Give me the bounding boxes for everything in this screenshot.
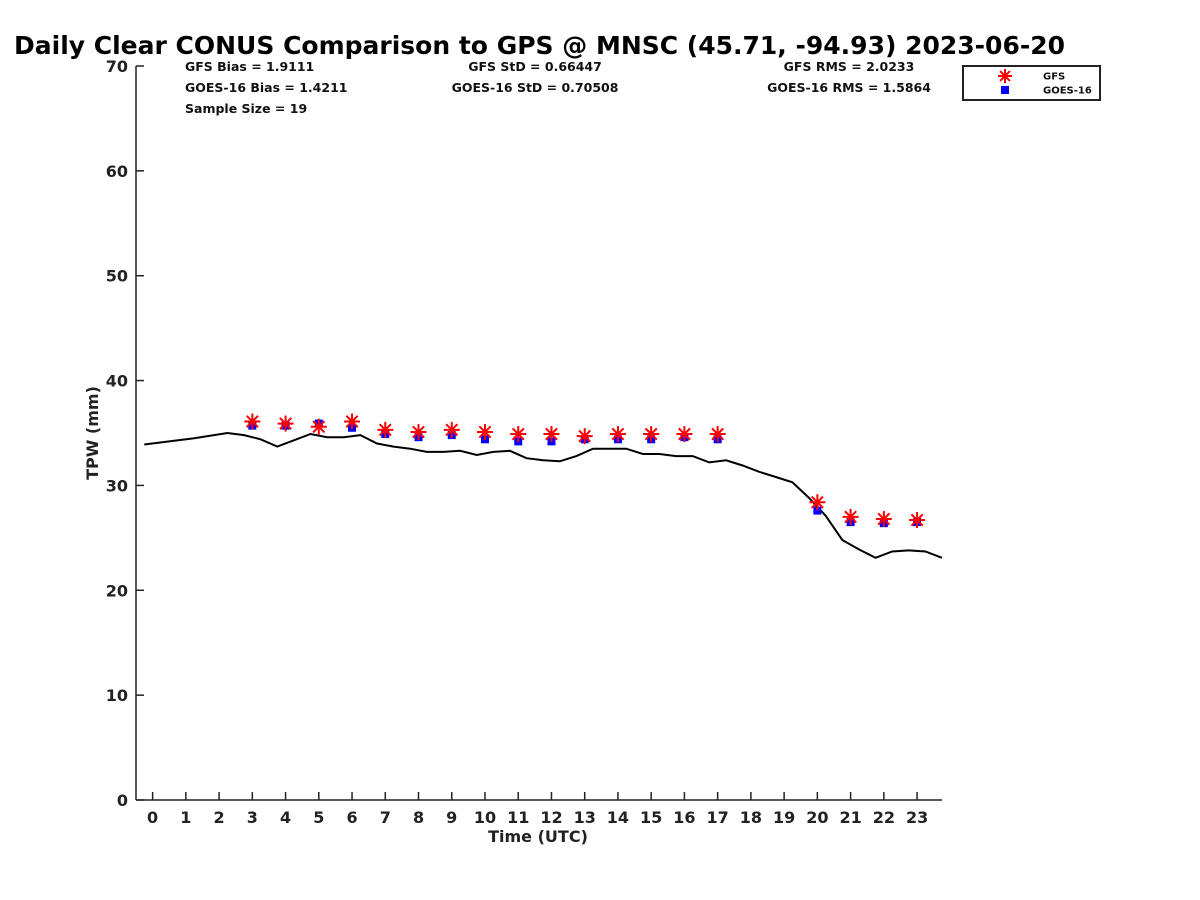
y-tick-label: 50: [106, 267, 128, 286]
x-tick-label: 14: [607, 808, 629, 827]
chart-title: Daily Clear CONUS Comparison to GPS @ MN…: [14, 31, 1066, 60]
y-tick-label: 0: [117, 791, 128, 810]
statistics-annotations: GFS Bias = 1.9111 GOES-16 Bias = 1.4211 Sa…: [185, 59, 931, 116]
gps-series-line: [144, 431, 943, 559]
x-tick-label: 21: [839, 808, 861, 827]
x-tick-label: 18: [740, 808, 762, 827]
gps-line-layer: [144, 431, 943, 559]
x-tick-label: 8: [413, 808, 424, 827]
x-tick-label: 3: [247, 808, 258, 827]
gfs-point: [909, 512, 926, 529]
gfs-point: [576, 428, 593, 445]
legend: GFS GOES-16: [962, 65, 1101, 101]
x-tick-label: 10: [474, 808, 496, 827]
x-tick-label: 4: [280, 808, 291, 827]
x-tick-label: 13: [574, 808, 596, 827]
stat-annotation: GOES-16 RMS = 1.5864: [767, 80, 931, 95]
stat-annotation: GFS RMS = 2.0233: [784, 59, 915, 74]
x-tick-label: 11: [507, 808, 529, 827]
y-tick-label: 20: [106, 581, 128, 600]
gfs-point: [643, 426, 660, 443]
legend-goes16-marker: [1001, 86, 1009, 94]
x-tick-label: 12: [540, 808, 562, 827]
marker-layer: [244, 413, 926, 529]
x-axis-label: Time (UTC): [488, 827, 588, 846]
stat-annotation: GFS Bias = 1.9111: [185, 59, 314, 74]
gfs-point: [809, 494, 826, 511]
stat-annotation: GFS StD = 0.66447: [468, 59, 602, 74]
y-tick-label: 10: [106, 686, 128, 705]
x-tick-label: 7: [380, 808, 391, 827]
gfs-point: [443, 421, 460, 438]
x-tick-label: 15: [640, 808, 662, 827]
x-tick-label: 5: [313, 808, 324, 827]
gfs-point: [875, 510, 892, 527]
stat-annotation: GOES-16 Bias = 1.4211: [185, 80, 347, 95]
gfs-point: [709, 426, 726, 443]
stat-annotation: GOES-16 StD = 0.70508: [452, 80, 619, 95]
gfs-point: [842, 508, 859, 525]
legend-label: GFS: [1043, 72, 1065, 83]
legend-box: [962, 65, 1101, 101]
x-tick-label: 20: [806, 808, 828, 827]
x-tick-label: 23: [906, 808, 928, 827]
stat-annotation: Sample Size = 19: [185, 101, 307, 116]
y-tick-label: 40: [106, 372, 128, 391]
x-tick-label: 16: [673, 808, 695, 827]
gfs-point: [377, 421, 394, 438]
x-tick-label: 9: [446, 808, 457, 827]
y-tick-label: 30: [106, 476, 128, 495]
legend-gfs-marker: [998, 69, 1012, 83]
gfs-point: [476, 423, 493, 440]
gfs-point: [676, 426, 693, 443]
gfs-point: [609, 426, 626, 443]
gfs-point: [410, 423, 427, 440]
x-tick-label: 22: [873, 808, 895, 827]
x-tick-label: 6: [346, 808, 357, 827]
x-tick-label: 2: [214, 808, 225, 827]
gfs-point: [277, 415, 294, 432]
legend-label: GOES-16: [1043, 86, 1092, 97]
x-tick-label: 1: [180, 808, 191, 827]
x-tick-label: 19: [773, 808, 795, 827]
gfs-point: [244, 413, 261, 430]
y-tick-label: 60: [106, 162, 128, 181]
gfs-point: [510, 426, 527, 443]
gfs-point: [344, 413, 361, 430]
gfs-point: [310, 418, 327, 435]
gfs-point: [543, 426, 560, 443]
goes16-point: [813, 506, 822, 515]
x-tick-label: 0: [147, 808, 158, 827]
y-tick-label: 70: [106, 57, 128, 76]
y-axis-label: TPW (mm): [83, 386, 102, 480]
x-tick-label: 17: [707, 808, 729, 827]
